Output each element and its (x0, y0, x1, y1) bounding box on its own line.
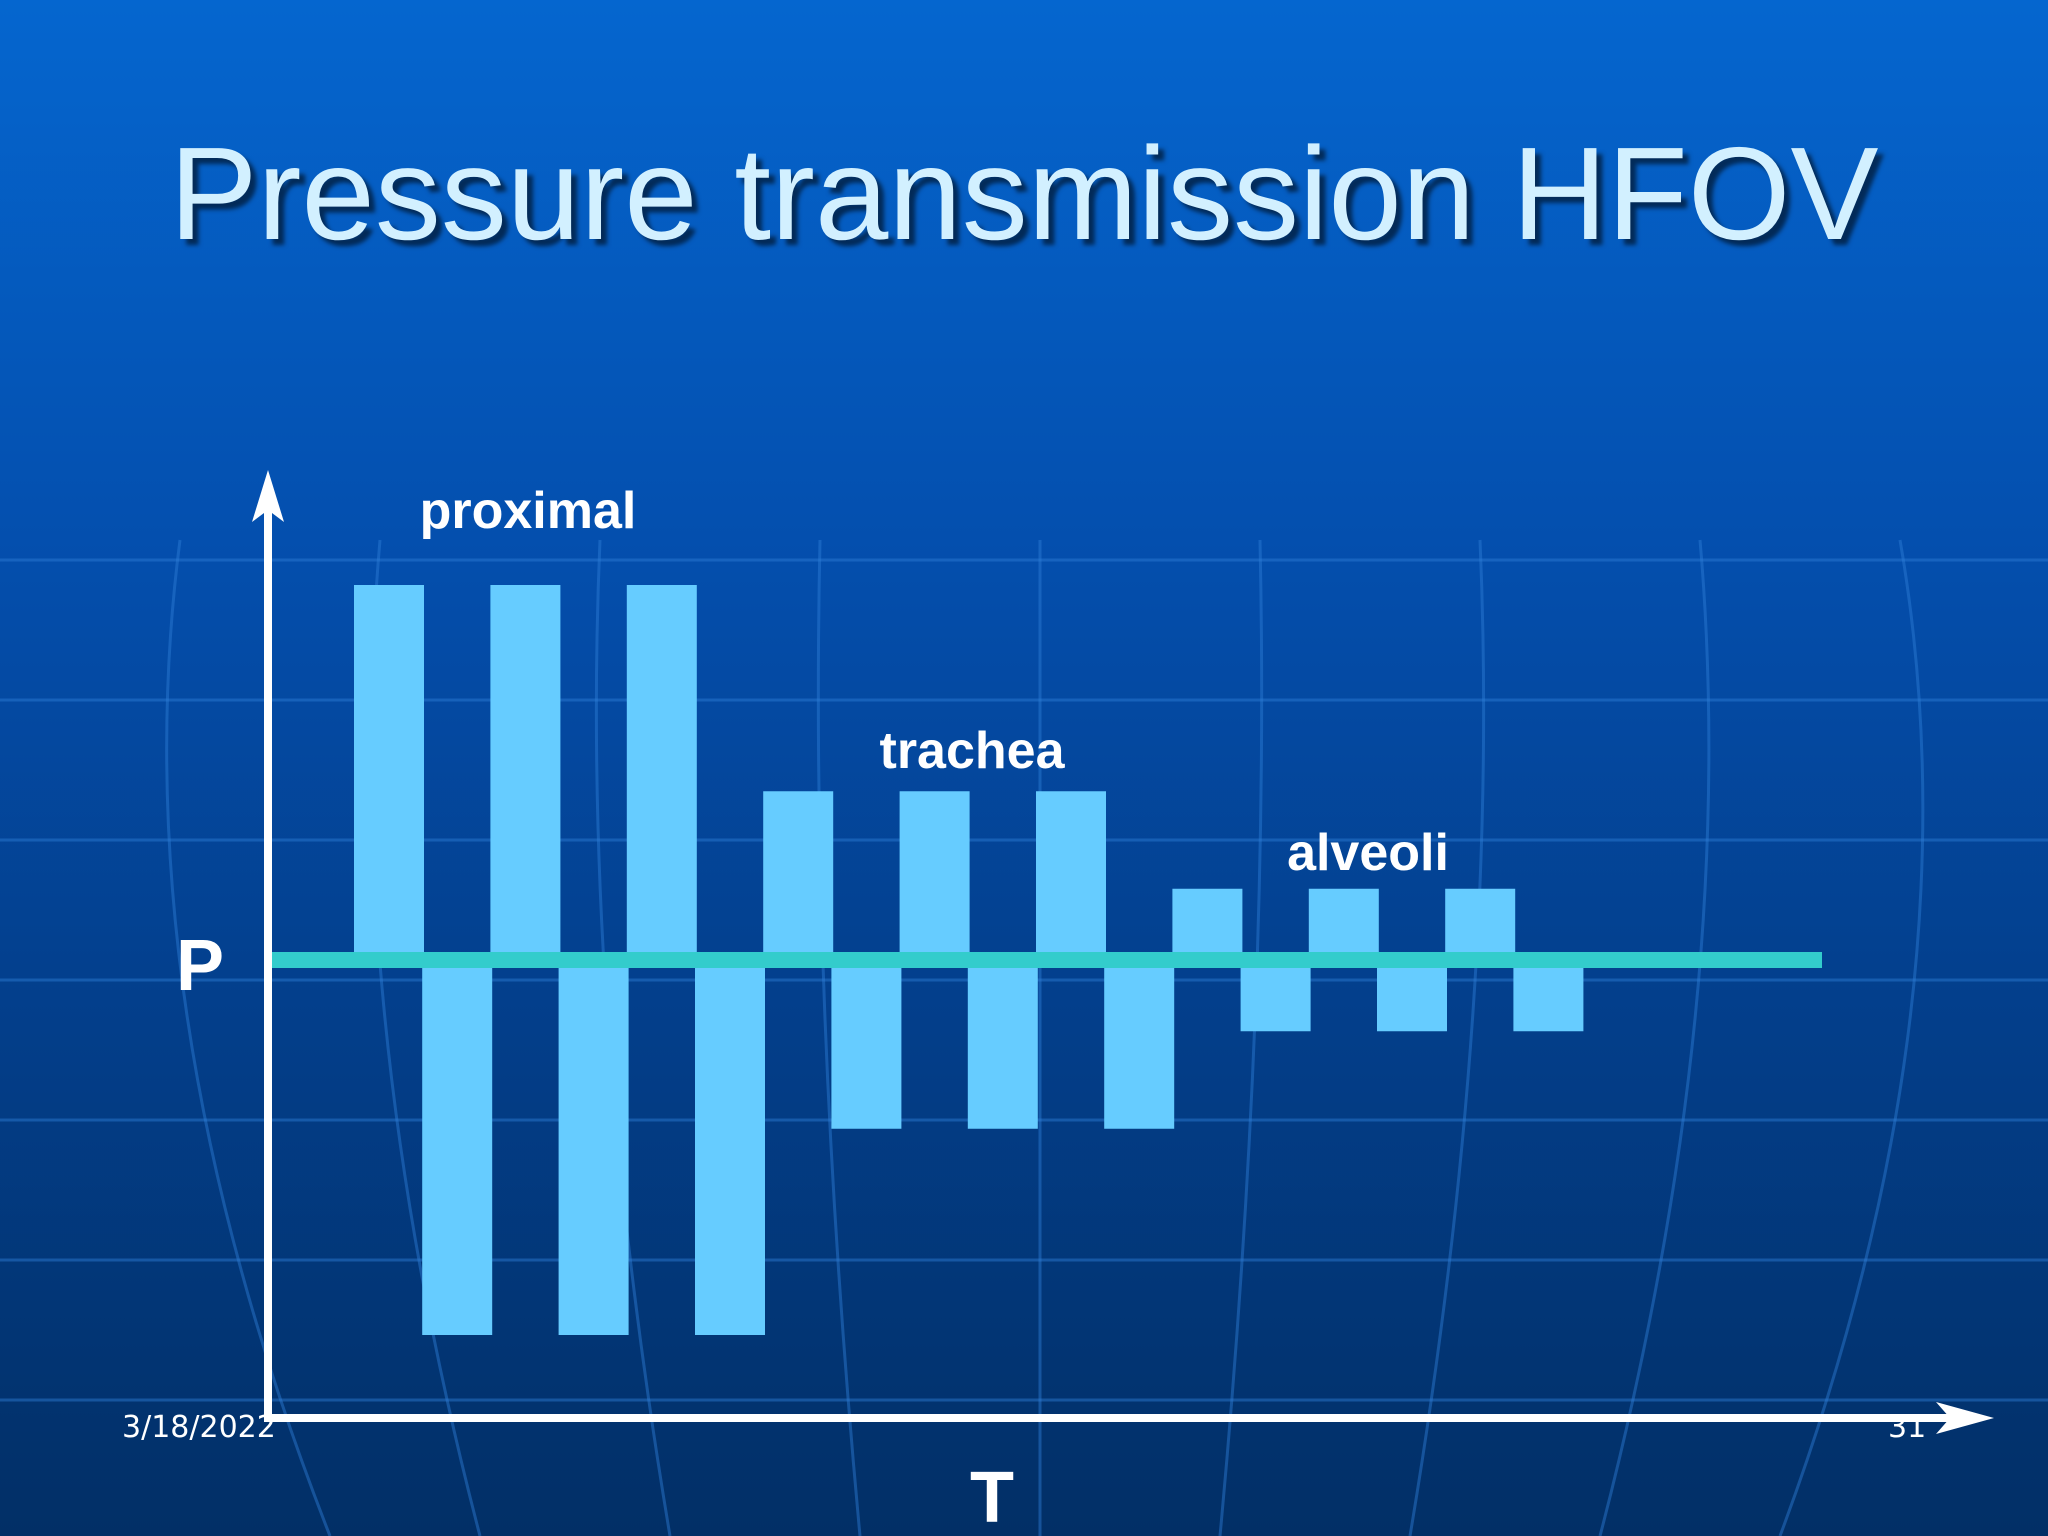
y-axis-arrow-icon (252, 470, 284, 522)
bar-trachea-positive-1 (763, 791, 834, 960)
bar-proximal-positive-3 (626, 585, 697, 960)
bar-proximal-positive-1 (354, 585, 424, 960)
x-axis-arrow-icon (1936, 1402, 1994, 1434)
bar-proximal-positive-2 (490, 585, 561, 960)
region-label-alveoli: alveoli (1287, 824, 1449, 882)
bar-alveoli-positive-3 (1445, 888, 1516, 960)
slide-title: Pressure transmission HFOV (169, 120, 1879, 267)
axes (252, 470, 1994, 1434)
bar-trachea-positive-2 (899, 791, 970, 960)
footer-page-number: 31 (1888, 1410, 1927, 1445)
x-axis-label: T (970, 1458, 1014, 1536)
footer-date: 3/18/2022 (122, 1410, 276, 1445)
y-axis-label: P (176, 926, 224, 1006)
region-label-trachea: trachea (880, 722, 1066, 780)
bar-proximal-negative-2 (558, 960, 629, 1335)
mean-pressure-line (270, 952, 1822, 968)
bar-trachea-negative-1 (831, 960, 902, 1129)
bar-alveoli-negative-1 (1240, 960, 1311, 1032)
bar-trachea-negative-2 (967, 960, 1038, 1129)
bar-alveoli-positive-1 (1172, 888, 1243, 960)
bar-trachea-negative-3 (1104, 960, 1175, 1129)
bar-alveoli-negative-3 (1513, 960, 1584, 1032)
region-label-proximal: proximal (420, 482, 637, 540)
bar-alveoli-positive-2 (1308, 888, 1379, 960)
bar-proximal-negative-1 (422, 960, 493, 1335)
bar-trachea-positive-3 (1036, 791, 1106, 960)
pressure-bars (354, 585, 1584, 1335)
bar-alveoli-negative-2 (1377, 960, 1447, 1032)
bar-proximal-negative-3 (695, 960, 765, 1335)
